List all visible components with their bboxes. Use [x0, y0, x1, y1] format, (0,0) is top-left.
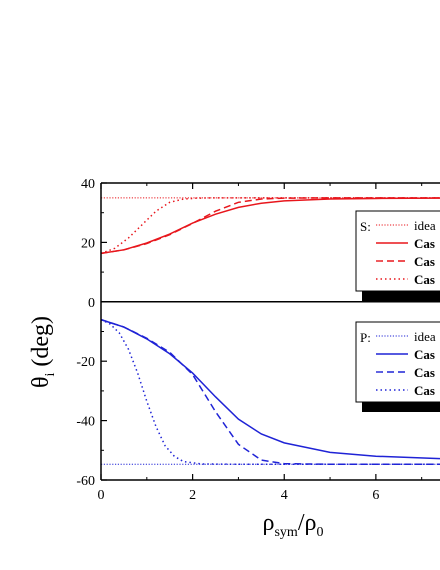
x-axis-title-main: ρ [263, 510, 275, 536]
series-p-dashed-line [100, 318, 440, 466]
x-tick-label: 0 [98, 488, 105, 503]
legend-frame [355, 210, 440, 292]
plot-area [100, 197, 440, 466]
legend-frame [355, 321, 440, 403]
legend-entry-4: Cas [414, 383, 435, 398]
y-axis-title-rest: (deg) [28, 316, 54, 373]
legends: S: idea Cas Cas Cas P: idea Cas Cas Cas [355, 210, 440, 412]
legend-entry-3: Cas [414, 365, 435, 380]
legend-entry-2: Cas [414, 347, 435, 362]
legend-entry-3: Cas [414, 254, 435, 269]
x-tick-label: 4 [281, 488, 288, 503]
legend-entry-1: idea [414, 218, 436, 233]
legend-entry-1: idea [414, 329, 436, 344]
legend-s: S: idea Cas Cas Cas [355, 210, 440, 301]
x-axis-title-rest: /ρ [298, 510, 317, 536]
y-tick-label: -20 [76, 355, 95, 370]
y-axis-title-main: θ [28, 377, 54, 389]
y-axis-title: θi (deg) [28, 316, 58, 388]
y-tick-label: 0 [88, 296, 95, 311]
legend-entry-2: Cas [414, 236, 435, 251]
series-s-dashed-line [100, 197, 440, 255]
y-axis-title-sub: i [43, 373, 58, 377]
y-tick-label: -40 [76, 415, 95, 430]
legend-entry-4: Cas [414, 272, 435, 287]
legend-p: P: idea Cas Cas Cas [355, 321, 440, 412]
y-tick-label: -60 [76, 474, 95, 489]
series-s-solid-line [100, 197, 440, 255]
x-tick-label: 6 [372, 488, 379, 503]
x-axis-title: ρsym/ρ0 [263, 510, 324, 540]
x-axis-title-sub: sym [274, 525, 297, 540]
series-p-dotted-line [100, 318, 440, 466]
legend-prefix: P: [360, 330, 371, 345]
x-tick-label: 2 [189, 488, 196, 503]
legend-prefix: S: [360, 219, 371, 234]
y-tick-label: 20 [81, 236, 95, 251]
x-axis-title-sub2: 0 [316, 525, 323, 540]
series-s-dotted-line [100, 197, 440, 255]
y-tick-label: 40 [81, 177, 95, 192]
